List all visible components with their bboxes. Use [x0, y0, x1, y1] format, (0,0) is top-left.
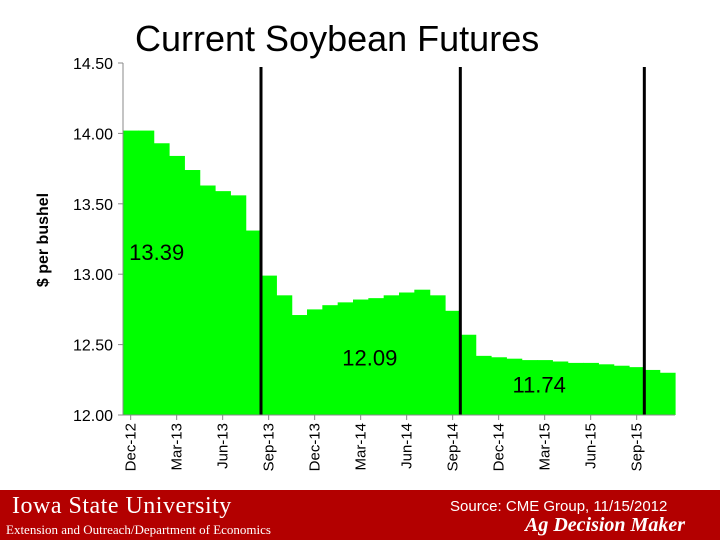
bar — [153, 143, 170, 415]
bar — [475, 355, 492, 415]
bar — [583, 362, 599, 415]
bar — [353, 299, 369, 415]
bar — [368, 298, 385, 415]
bar — [276, 295, 293, 415]
price-annotation: 11.74 — [512, 372, 565, 397]
y-tick-label: 14.50 — [73, 56, 113, 73]
bar — [552, 361, 569, 415]
bar — [491, 357, 507, 415]
bar — [629, 367, 645, 415]
source-note: Source: CME Group, 11/15/2012 — [450, 498, 668, 515]
x-tick-label: Jun-14 — [399, 423, 416, 469]
bar — [291, 315, 308, 415]
bar — [613, 365, 630, 415]
bar — [138, 130, 155, 415]
x-tick-label: Mar-14 — [353, 423, 370, 471]
bar — [245, 230, 262, 415]
bar — [506, 358, 523, 415]
bar — [460, 334, 477, 415]
bar — [659, 372, 676, 415]
x-tick-label: Dec-12 — [123, 423, 140, 471]
university-name: Iowa State University — [12, 493, 232, 519]
y-axis-label: $ per bushel — [35, 193, 52, 287]
bar — [230, 195, 247, 415]
contract-dividers — [259, 67, 646, 415]
y-tick-label: 12.50 — [73, 338, 113, 355]
x-tick-label: Sep-15 — [629, 423, 646, 471]
bar — [261, 275, 277, 415]
bar — [537, 360, 553, 415]
y-tick-label: 14.00 — [73, 126, 113, 143]
bar — [399, 292, 415, 415]
bar — [445, 310, 461, 415]
x-tick-label: Dec-13 — [307, 423, 324, 471]
bar — [123, 130, 139, 415]
y-tick-label: 13.50 — [73, 197, 113, 214]
bar — [215, 191, 231, 415]
price-annotation: 13.39 — [129, 240, 184, 265]
bar — [383, 295, 400, 415]
soybean-futures-chart: 14.50 14.00 13.50 13.00 12.50 12.00 Dec-12 Mar-… — [35, 56, 676, 471]
ag-decision-maker-brand: Ag Decision Maker — [525, 514, 685, 536]
x-tick-label: Sep-13 — [261, 423, 278, 471]
bar — [322, 305, 339, 415]
bar — [521, 360, 538, 415]
y-tick-label: 13.00 — [73, 267, 113, 284]
department-name: Extension and Outreach/Department of Eco… — [6, 522, 271, 537]
bar — [307, 309, 323, 415]
bar — [598, 364, 615, 415]
bar-group — [123, 130, 676, 415]
price-annotation: 12.09 — [342, 346, 397, 371]
axes: 14.50 14.00 13.50 13.00 12.50 12.00 Dec-12 Mar-… — [73, 56, 675, 471]
price-annotations: 13.39 12.09 11.74 — [129, 240, 566, 397]
bar — [169, 155, 185, 415]
bar — [337, 302, 354, 415]
footer-bar — [0, 490, 720, 540]
x-tick-label: Jun-15 — [583, 423, 600, 469]
bar — [184, 170, 201, 415]
x-tick-label: Mar-15 — [537, 423, 554, 471]
x-tick-label: Mar-13 — [169, 423, 186, 471]
y-tick-label: 12.00 — [73, 408, 113, 425]
slide-title: Current Soybean Futures — [135, 18, 540, 59]
bar — [644, 369, 661, 415]
bar — [199, 185, 216, 415]
bar — [429, 295, 446, 415]
x-tick-label: Sep-14 — [445, 423, 462, 471]
x-tick-label: Jun-13 — [215, 423, 232, 469]
x-tick-label: Dec-14 — [491, 423, 508, 471]
bar — [567, 362, 584, 415]
bar — [414, 289, 431, 415]
